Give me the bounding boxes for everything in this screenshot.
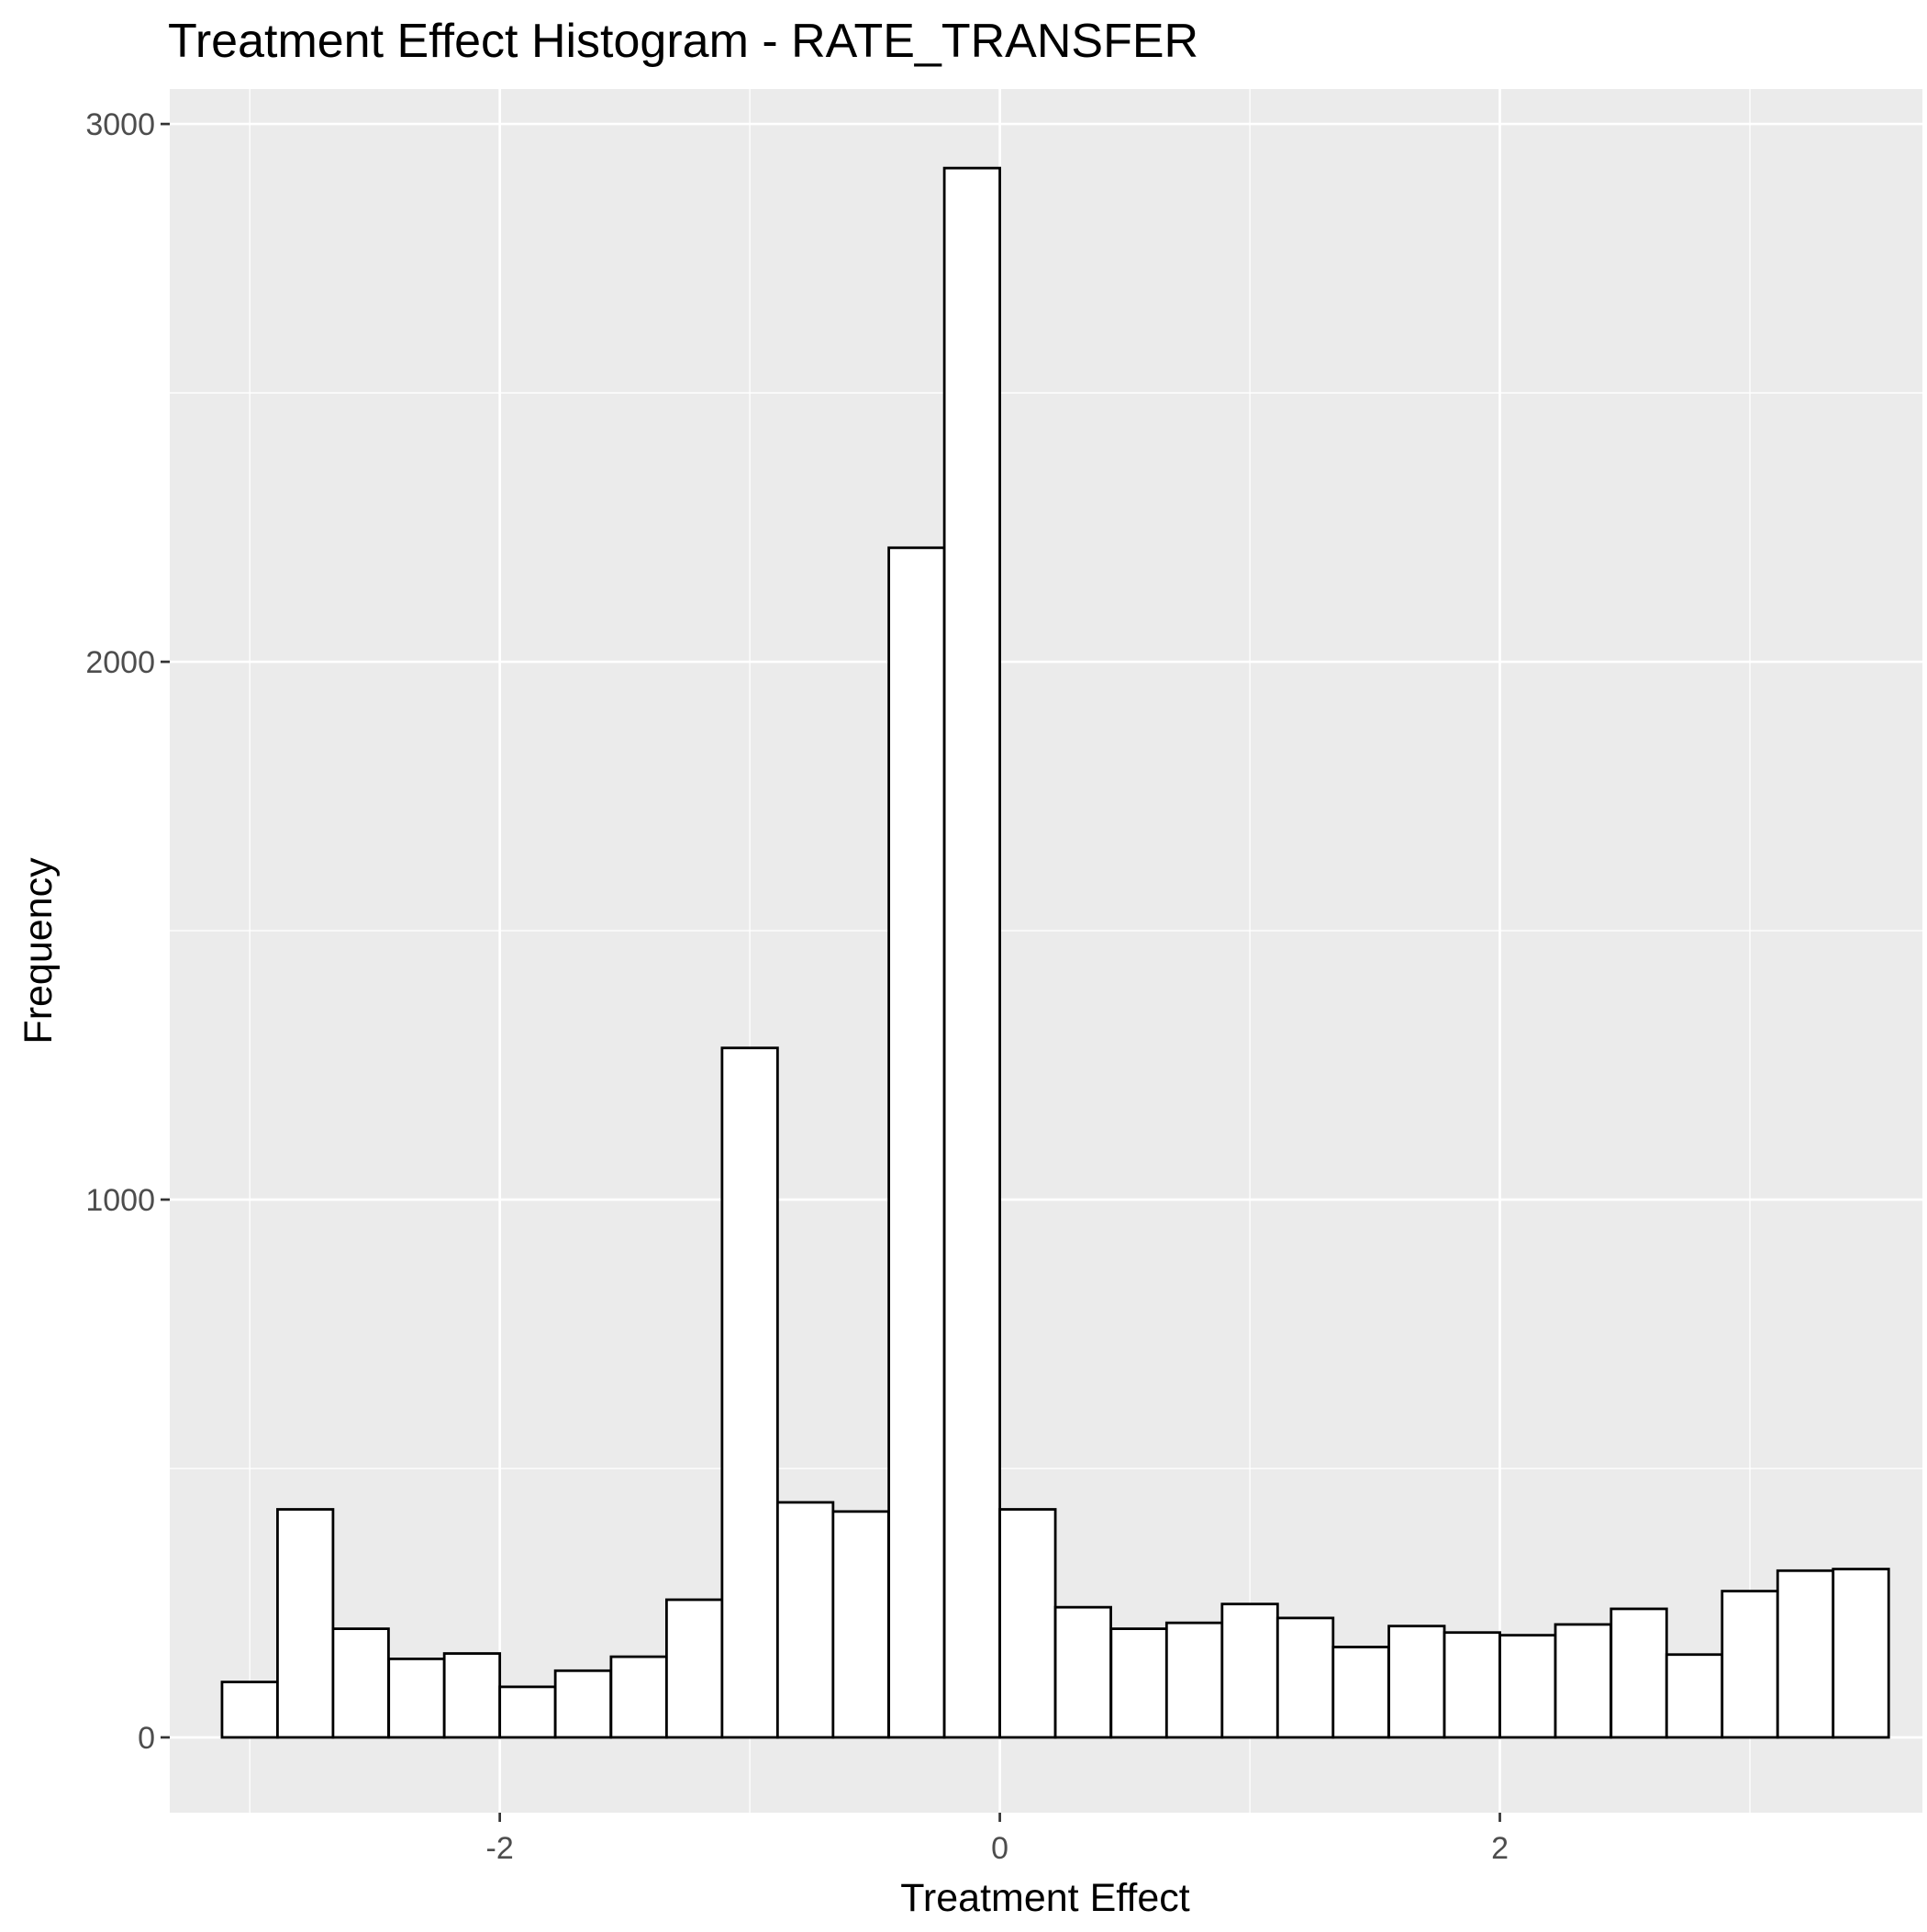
histogram-bar — [831, 1510, 890, 1739]
histogram-bar — [1275, 1616, 1335, 1739]
histogram-bar — [331, 1627, 390, 1739]
histogram-bar — [720, 1046, 779, 1739]
histogram-bar — [1665, 1653, 1724, 1739]
histogram-bar — [387, 1658, 446, 1739]
histogram-bar — [220, 1681, 279, 1739]
x-axis: -2 0 2 — [486, 1813, 1509, 1866]
histogram-bar — [1498, 1634, 1557, 1739]
histogram-bar — [553, 1669, 613, 1739]
histogram-bar — [664, 1598, 724, 1739]
histogram-bars — [220, 166, 1890, 1739]
x-tick-label: -2 — [486, 1831, 514, 1866]
histogram-bar — [276, 1508, 335, 1739]
x-tick-label: 0 — [991, 1831, 1008, 1866]
x-tick-label: 2 — [1491, 1831, 1509, 1866]
histogram-bar — [1721, 1590, 1779, 1739]
y-tick-label: 2000 — [85, 645, 155, 680]
histogram-bar — [1164, 1621, 1224, 1739]
histogram-bar — [1109, 1627, 1168, 1739]
x-axis-title: Treatment Effect — [900, 1876, 1190, 1920]
histogram-bar — [1220, 1603, 1279, 1739]
histogram-bar — [1832, 1568, 1890, 1739]
chart-title: Treatment Effect Histogram - RATE_TRANSF… — [168, 15, 1198, 68]
histogram-bar — [498, 1685, 557, 1739]
histogram-bar — [609, 1655, 668, 1739]
histogram-bar — [1610, 1607, 1668, 1739]
histogram-bar — [775, 1501, 835, 1739]
histogram-bar — [1053, 1605, 1112, 1739]
histogram-bar — [442, 1652, 502, 1739]
histogram-bar — [1776, 1569, 1835, 1739]
y-tick-label: 0 — [138, 1721, 155, 1756]
y-tick-label: 1000 — [85, 1183, 155, 1218]
y-tick-label: 3000 — [85, 107, 155, 142]
histogram-bar — [998, 1508, 1057, 1739]
histogram-bar — [887, 546, 946, 1739]
histogram-bar — [1387, 1625, 1446, 1739]
y-axis: 0 1000 2000 3000 — [85, 107, 170, 1756]
histogram-bar — [1554, 1623, 1612, 1739]
histogram-bar — [942, 166, 1001, 1739]
histogram-bar — [1442, 1631, 1501, 1739]
y-axis-title: Frequency — [17, 857, 61, 1044]
histogram-bar — [1331, 1646, 1390, 1739]
